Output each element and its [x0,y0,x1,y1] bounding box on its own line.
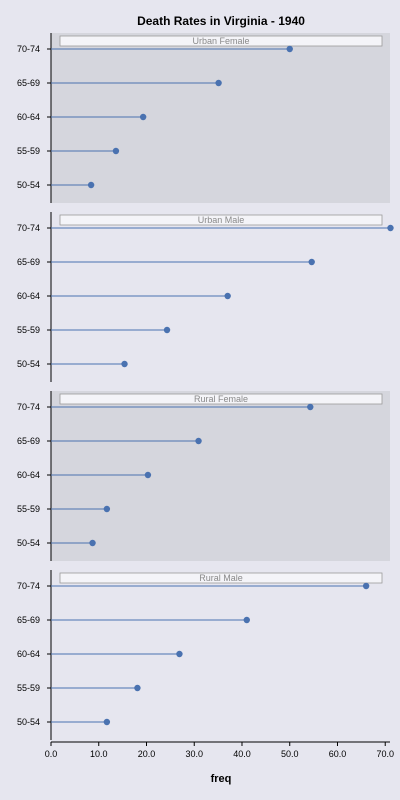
x-tick-label: 60.0 [329,749,347,759]
strip-label: Urban Male [198,215,245,225]
strip-label: Rural Male [199,573,243,583]
panel-background [51,33,390,203]
category-label: 60-64 [17,649,40,659]
category-label: 50-54 [17,717,40,727]
strip-box [59,35,383,47]
x-tick-label: 40.0 [233,749,251,759]
data-point [286,45,293,53]
chart-panels: Urban Female70-7465-6960-6455-5950-54Urb… [17,33,394,740]
x-tick-label: 30.0 [185,749,203,759]
category-label: 65-69 [17,436,40,446]
strip-box [59,393,383,405]
category-label: 65-69 [17,78,40,88]
category-label: 70-74 [17,223,40,233]
x-tick-label: 0.0 [45,749,58,759]
panel-background [51,391,390,561]
category-label: 60-64 [17,470,40,480]
panel-rural-female: Rural Female 70-74 65-69 60-64 55-59 50-54 [17,391,390,561]
x-tick-label: 20.0 [138,749,156,759]
data-point [89,539,96,547]
strip-box [59,214,383,226]
category-label: 60-64 [17,112,40,122]
x-tick-label: 50.0 [281,749,299,759]
category-label: 55-59 [17,504,40,514]
category-label: 70-74 [17,44,40,54]
category-label: 70-74 [17,402,40,412]
data-point [112,147,120,155]
x-axis: 0.0 10.0 20.0 30.0 40.0 50.0 60.0 70.0 [45,741,394,759]
panel-rural-male: Rural Male 70-74 65-69 60-64 55-59 50-54 [17,570,390,740]
category-label: 55-59 [17,146,40,156]
data-point [103,718,111,726]
chart-title: Death Rates in Virginia - 1940 [137,14,305,28]
strip-label: Urban Female [192,36,249,46]
data-point [215,79,222,87]
data-point [87,181,95,189]
data-point [195,437,202,445]
category-label: 50-54 [17,180,40,190]
category-label: 50-54 [17,538,40,548]
data-point [387,224,394,232]
data-point [307,403,314,411]
category-label: 70-74 [17,581,40,591]
x-tick-label: 70.0 [376,749,394,759]
strip-box [59,572,383,584]
data-point [308,258,315,266]
x-tick-label: 10.0 [90,749,108,759]
category-label: 65-69 [17,257,40,267]
data-point [134,684,141,692]
category-label: 65-69 [17,615,40,625]
category-label: 55-59 [17,325,40,335]
data-point [362,582,370,590]
panel-background [51,570,390,740]
data-point [163,326,171,334]
x-axis-title: freq [211,773,232,785]
category-label: 50-54 [17,359,40,369]
data-point [176,650,183,658]
data-point [144,471,152,479]
strip-label: Rural Female [194,394,248,404]
category-label: 60-64 [17,291,40,301]
category-label: 55-59 [17,683,40,693]
data-point [224,292,231,300]
data-point [121,360,128,368]
panel-urban-male: Urban Male 70-74 65-69 60-64 55-59 50-54 [17,212,394,382]
data-point [139,113,147,121]
panel-background [51,212,390,382]
data-point [243,616,250,624]
data-point [103,505,111,513]
panel-urban-female: Urban Female 70-74 65-69 60-64 55-59 50-54 [17,33,390,203]
